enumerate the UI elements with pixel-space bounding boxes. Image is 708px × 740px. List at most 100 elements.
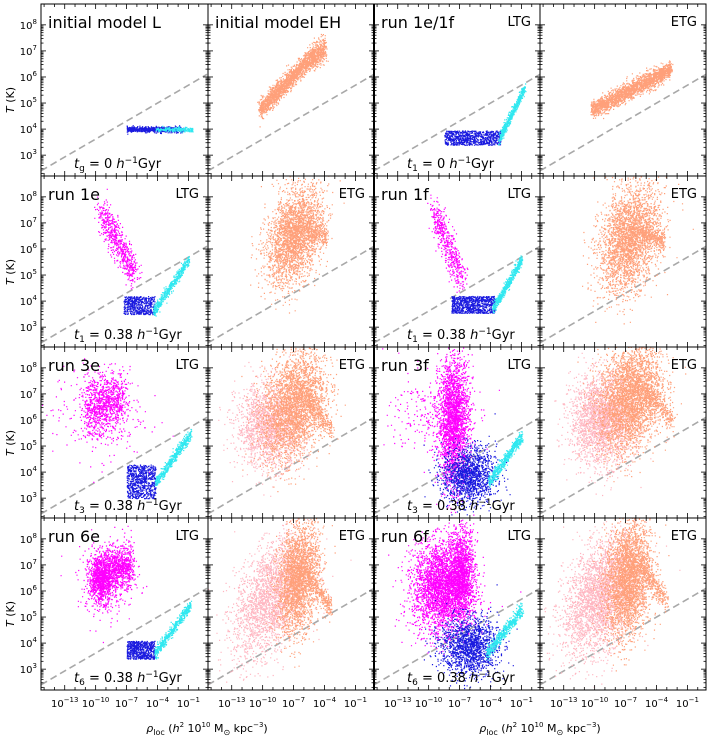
scatter-series-hot_ltg <box>83 542 129 615</box>
reference-dashed-line <box>540 245 706 344</box>
scatter-series-cold_dense <box>444 130 502 146</box>
y-axis-label: T (K) <box>4 601 17 627</box>
y-axis-label: T (K) <box>4 430 17 456</box>
panel-r1-c1: ETG <box>207 175 375 348</box>
x-tick-label: 10−4 <box>313 696 337 710</box>
scatter-series-etg_new <box>241 347 346 493</box>
x-tick-label: 10−7 <box>282 696 305 710</box>
y-tick-label: 108 <box>20 18 37 32</box>
time-label: t1 = 0.38 h−1Gyr <box>407 327 515 345</box>
scatter-series-cold_diffuse <box>498 83 527 146</box>
panel-r2-c1: ETG <box>207 346 375 519</box>
x-tick-label: 10−7 <box>614 696 637 710</box>
time-label: t3 = 0.38 h−1Gyr <box>74 498 182 516</box>
panel-title: run 6e <box>48 527 100 546</box>
scatter-series-cold_diffuse <box>492 255 524 314</box>
galaxy-type-tag: LTG <box>508 358 531 373</box>
scatter-series-cold_dense <box>423 413 511 516</box>
y-tick-label: 107 <box>20 216 37 230</box>
scatter-series-cold_diffuse <box>485 602 525 661</box>
time-label: tg = 0 h−1Gyr <box>74 156 162 174</box>
scatter-series-etg_new <box>257 44 318 128</box>
scatter-series-etg_new <box>302 562 333 623</box>
scatter-series-hot_ltg <box>427 194 469 293</box>
x-axis-label: ρloc (h2 1010 M⊙ kpc−3) <box>146 721 267 737</box>
panel-r2-c3: ETG <box>539 346 707 519</box>
panel-title: run 1e/1f <box>381 13 455 32</box>
y-tick-label: 104 <box>20 122 38 136</box>
time-label: t1 = 0.38 h−1Gyr <box>74 327 182 345</box>
scatter-series-hot_ltg <box>382 348 500 475</box>
scatter-series-etg_new <box>582 176 694 325</box>
tick-marks <box>540 347 706 518</box>
scatter-series-cold_dense <box>126 464 157 500</box>
scatter-series-etg_new <box>305 383 335 439</box>
x-tick-label: 10−10 <box>249 696 277 710</box>
scatter-series-etg_new <box>637 556 669 613</box>
galaxy-type-tag: ETG <box>339 187 365 202</box>
x-tick-label: 10−10 <box>581 696 609 710</box>
y-tick-label: 104 <box>20 636 38 650</box>
panel-r0-c0: initial model L tg = 0 h−1Gyr 103 104 105 106… <box>4 3 209 177</box>
reference-dashed-line <box>374 73 540 172</box>
panel-r1-c0: run 1e LTG t1 = 0.38 h−1Gyr 103 104 105 106 107… <box>4 175 209 348</box>
scatter-series-hot_ltg <box>104 525 140 602</box>
y-tick-label: 104 <box>20 294 38 308</box>
x-tick-label: 10−10 <box>82 696 110 710</box>
y-tick-label: 105 <box>20 96 37 110</box>
x-tick-label: 10−13 <box>51 696 79 710</box>
galaxy-type-tag: LTG <box>176 358 199 373</box>
scatter-series-etg_new <box>590 62 666 120</box>
x-tick-label: 10−13 <box>550 696 578 710</box>
galaxy-type-tag: ETG <box>339 358 365 373</box>
galaxy-type-tag: LTG <box>508 529 531 544</box>
y-tick-label: 106 <box>20 70 38 84</box>
y-tick-label: 108 <box>20 532 37 546</box>
reference-dashed-line <box>208 587 374 686</box>
scatter-series-etg_new <box>636 219 667 257</box>
y-tick-label: 103 <box>20 148 37 162</box>
reference-dashed-line <box>208 416 374 515</box>
y-tick-label: 107 <box>20 558 37 572</box>
x-tick-label: 10−10 <box>415 696 443 710</box>
scatter-series-etg_old <box>208 518 352 690</box>
panel-r3-c0: run 6e LTG t6 = 0.38 h−1Gyr 103 104 105 106 107… <box>4 517 268 737</box>
scatter-series-cold_dense <box>126 640 156 660</box>
y-tick-label: 105 <box>20 610 37 624</box>
scatter-series-hot_ltg <box>429 347 488 516</box>
scatter-series-etg_new <box>250 176 345 314</box>
y-tick-label: 106 <box>20 413 38 427</box>
panel-r3-c3: ETG 10−13 10−10 10−7 10−4 10−1 <box>539 517 707 710</box>
scatter-series-cold_dense <box>451 295 496 314</box>
y-tick-label: 103 <box>20 662 37 676</box>
scatter-series-cold_diffuse <box>487 431 524 488</box>
galaxy-type-tag: ETG <box>671 187 697 202</box>
scatter-series-etg_new <box>577 347 687 483</box>
scatter-series-cold_diffuse <box>155 125 194 134</box>
panel-title: initial model EH <box>215 13 341 32</box>
reference-dashed-line <box>208 73 374 172</box>
scatter-series-etg_new <box>265 518 336 668</box>
panel-title: run 3e <box>48 356 100 375</box>
tick-marks <box>540 176 706 347</box>
scatter-series-etg_new <box>657 60 674 82</box>
panel-frame <box>539 517 707 691</box>
x-tick-label: 10−4 <box>645 696 669 710</box>
x-tick-label: 10−1 <box>510 696 533 710</box>
galaxy-type-tag: LTG <box>176 187 199 202</box>
panel-r2-c0: run 3e LTG t3 = 0.38 h−1Gyr 103 104 105 106 107… <box>4 346 209 519</box>
x-tick-label: 10−1 <box>177 696 200 710</box>
y-tick-label: 108 <box>20 361 37 375</box>
x-tick-label: 10−13 <box>384 696 412 710</box>
galaxy-type-tag: LTG <box>508 187 531 202</box>
scatter-series-cold_dense <box>423 584 518 690</box>
reference-dashed-line <box>540 73 706 172</box>
time-label: t6 = 0.38 h−1Gyr <box>74 670 182 688</box>
scatter-series-etg_new <box>589 518 670 672</box>
y-tick-label: 108 <box>20 190 37 204</box>
panel-r3-c1: ETG 10−13 10−10 10−7 10−4 10−1 <box>207 517 375 710</box>
y-tick-label: 106 <box>20 584 38 598</box>
galaxy-type-tag: ETG <box>671 358 697 373</box>
scatter-series-hot_ltg <box>60 526 148 644</box>
